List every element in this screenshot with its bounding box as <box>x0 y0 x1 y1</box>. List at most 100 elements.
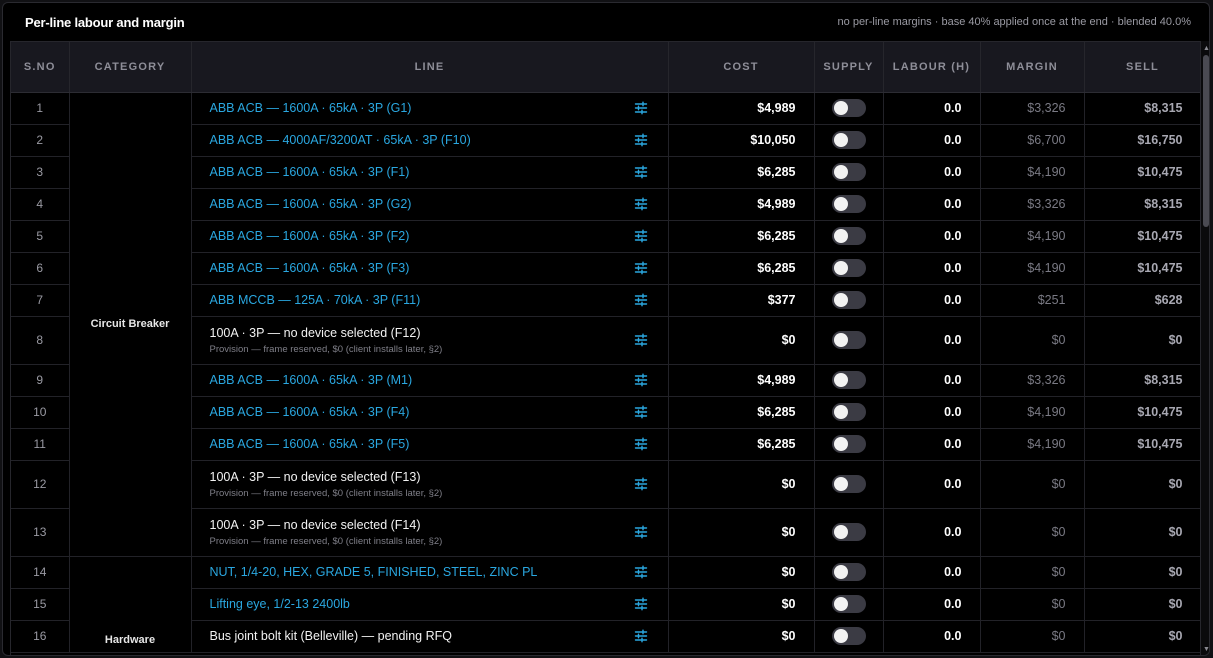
tune-sliders-icon[interactable] <box>634 405 648 419</box>
labour-hours-cell[interactable]: 0.0 <box>883 556 981 589</box>
line-link[interactable]: ABB ACB — 1600A · 65kA · 3P (F1) <box>209 165 410 179</box>
tune-sliders-icon[interactable] <box>634 293 648 307</box>
supply-toggle[interactable] <box>831 131 866 149</box>
table-row[interactable]: 7 ABB MCCB — 125A · 70kA · 3P (F11) $377 0.… <box>11 284 1200 317</box>
supply-cell <box>814 252 884 285</box>
labour-hours-cell[interactable]: 0.0 <box>883 460 981 509</box>
line-link[interactable]: ABB ACB — 1600A · 65kA · 3P (G1) <box>209 101 412 115</box>
tune-sliders-icon[interactable] <box>634 261 648 275</box>
tune-sliders-icon[interactable] <box>634 101 648 115</box>
labour-hours-cell[interactable]: 0.0 <box>883 124 981 157</box>
margin-cell: $4,190 <box>980 156 1085 189</box>
sell-cell: $10,475 <box>1084 220 1200 253</box>
tune-sliders-icon[interactable] <box>634 597 648 611</box>
table-row[interactable]: 10 ABB ACB — 1600A · 65kA · 3P (F4) $6,285… <box>11 396 1200 429</box>
table-row[interactable]: 12 100A · 3P — no device selected (F13) Pr… <box>11 460 1200 509</box>
sell-cell: $10,475 <box>1084 396 1200 429</box>
labour-hours-cell[interactable]: 0.0 <box>883 588 981 621</box>
line-link[interactable]: ABB ACB — 1600A · 65kA · 3P (G2) <box>209 197 412 211</box>
table-row[interactable]: 8 100A · 3P — no device selected (F12) Pro… <box>11 316 1200 365</box>
tune-sliders-icon[interactable] <box>634 373 648 387</box>
column-header-sno[interactable]: S.NO <box>11 42 70 93</box>
supply-toggle[interactable] <box>831 563 866 581</box>
supply-toggle[interactable] <box>831 227 866 245</box>
line-link[interactable]: ABB ACB — 1600A · 65kA · 3P (F5) <box>209 437 410 451</box>
supply-toggle[interactable] <box>831 99 866 117</box>
labour-hours-cell[interactable]: 0.0 <box>883 220 981 253</box>
labour-hours-cell[interactable]: 0.0 <box>883 428 981 461</box>
tune-sliders-icon[interactable] <box>634 437 648 451</box>
line-link[interactable]: ABB ACB — 1600A · 65kA · 3P (F3) <box>209 261 410 275</box>
table-row[interactable]: 11 ABB ACB — 1600A · 65kA · 3P (F5) $6,285… <box>11 428 1200 461</box>
line-link[interactable]: Lifting eye, 1/2-13 2400lb <box>209 597 350 611</box>
tune-sliders-icon[interactable] <box>634 629 648 643</box>
labour-hours-cell[interactable]: 0.0 <box>883 252 981 285</box>
scroll-thumb[interactable] <box>1203 55 1209 227</box>
tune-sliders-icon[interactable] <box>634 229 648 243</box>
table-row[interactable]: 2 ABB ACB — 4000AF/3200AT · 65kA · 3P (F1… <box>11 124 1200 157</box>
column-header-sell[interactable]: SELL <box>1084 42 1200 93</box>
table-row[interactable]: 15 Lifting eye, 1/2-13 2400lb $0 0.0 $0 $0 <box>11 588 1200 621</box>
supply-toggle[interactable] <box>831 371 866 389</box>
column-header-margin[interactable]: MARGIN <box>980 42 1085 93</box>
line-link[interactable]: ABB ACB — 1600A · 65kA · 3P (F4) <box>209 405 410 419</box>
column-header-labour[interactable]: LABOUR (H) <box>883 42 981 93</box>
labour-hours-cell[interactable]: 0.0 <box>883 284 981 317</box>
line-link[interactable]: ABB ACB — 1600A · 65kA · 3P (F2) <box>209 229 410 243</box>
supply-toggle[interactable] <box>831 475 866 493</box>
table-row[interactable]: 5 ABB ACB — 1600A · 65kA · 3P (F2) $6,285 0… <box>11 220 1200 253</box>
tune-sliders-icon[interactable] <box>634 197 648 211</box>
supply-toggle[interactable] <box>831 291 866 309</box>
labour-hours-cell[interactable]: 0.0 <box>883 364 981 397</box>
column-header-supply[interactable]: SUPPLY <box>814 42 884 93</box>
labour-hours-cell[interactable]: 0.0 <box>883 188 981 221</box>
tune-sliders-icon[interactable] <box>634 133 648 147</box>
column-header-cost[interactable]: COST <box>668 42 815 93</box>
scroll-up-arrow-icon[interactable]: ▲ <box>1203 45 1210 52</box>
labour-hours-cell[interactable]: 0.0 <box>883 316 981 365</box>
supply-toggle[interactable] <box>831 403 866 421</box>
table-row[interactable]: 1 Circuit Breaker ABB ACB — 1600A · 65kA ·… <box>11 92 1200 557</box>
vertical-scrollbar[interactable]: ▲ ▼ <box>1201 41 1210 655</box>
tune-sliders-icon[interactable] <box>634 333 648 347</box>
table-row[interactable]: 3 ABB ACB — 1600A · 65kA · 3P (F1) $6,285 0… <box>11 156 1200 189</box>
table-row[interactable]: 9 ABB ACB — 1600A · 65kA · 3P (M1) $4,989 0… <box>11 364 1200 397</box>
sell-cell: $10,475 <box>1084 428 1200 461</box>
table-row[interactable]: 14 Hardware NUT, 1/4-20, HEX, GRADE 5, FIN… <box>11 556 1200 653</box>
labour-hours-cell[interactable]: 0.0 <box>883 620 981 653</box>
supply-toggle[interactable] <box>831 259 866 277</box>
table-row[interactable]: 6 ABB ACB — 1600A · 65kA · 3P (F3) $6,285 0… <box>11 252 1200 285</box>
tune-sliders-icon[interactable] <box>634 565 648 579</box>
line-link[interactable]: ABB ACB — 1600A · 65kA · 3P (M1) <box>209 373 413 387</box>
labour-hours-cell[interactable]: 0.0 <box>883 396 981 429</box>
line-cell: ABB ACB — 1600A · 65kA · 3P (F5) <box>191 428 669 461</box>
cost-cell: $6,285 <box>668 396 815 429</box>
column-header-line[interactable]: LINE <box>191 42 669 93</box>
line-link[interactable]: NUT, 1/4-20, HEX, GRADE 5, FINISHED, STE… <box>209 565 538 579</box>
labour-hours-cell[interactable]: 0.0 <box>883 92 981 125</box>
supply-toggle[interactable] <box>831 595 866 613</box>
sell-cell: $0 <box>1084 460 1200 509</box>
cost-cell: $4,989 <box>668 364 815 397</box>
supply-toggle[interactable] <box>831 523 866 541</box>
supply-toggle[interactable] <box>831 627 866 645</box>
tune-sliders-icon[interactable] <box>634 165 648 179</box>
line-link[interactable]: ABB ACB — 4000AF/3200AT · 65kA · 3P (F10… <box>209 133 471 147</box>
table-row[interactable]: 13 100A · 3P — no device selected (F14) Pr… <box>11 508 1200 557</box>
line-link[interactable]: ABB MCCB — 125A · 70kA · 3P (F11) <box>209 293 421 307</box>
table-row[interactable]: 16 Bus joint bolt kit (Belleville) — pend… <box>11 620 1200 653</box>
sell-cell: $0 <box>1084 620 1200 653</box>
supply-toggle[interactable] <box>831 331 866 349</box>
tune-sliders-icon[interactable] <box>634 525 648 539</box>
scroll-down-arrow-icon[interactable]: ▼ <box>1203 646 1210 653</box>
supply-toggle[interactable] <box>831 195 866 213</box>
column-header-category[interactable]: CATEGORY <box>69 42 192 93</box>
table-row[interactable]: 4 ABB ACB — 1600A · 65kA · 3P (G2) $4,989 0… <box>11 188 1200 221</box>
cost-cell: $0 <box>668 588 815 621</box>
supply-toggle[interactable] <box>831 435 866 453</box>
labour-hours-cell[interactable]: 0.0 <box>883 508 981 557</box>
tune-sliders-icon[interactable] <box>634 477 648 491</box>
supply-toggle[interactable] <box>831 163 866 181</box>
labour-hours-cell[interactable]: 0.0 <box>883 156 981 189</box>
